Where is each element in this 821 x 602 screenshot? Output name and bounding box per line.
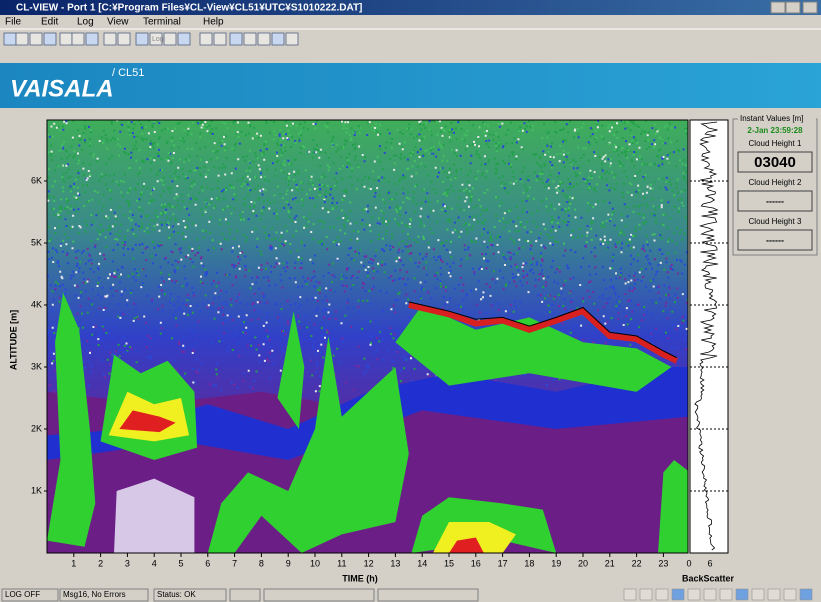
toolbar-button[interactable] xyxy=(44,33,56,45)
status-text: LOG OFF xyxy=(5,590,40,599)
tray-icon[interactable] xyxy=(656,589,668,600)
y-tick-label: 4K xyxy=(31,299,42,309)
status-text: Status: OK xyxy=(157,590,196,599)
x-tick-label: 2 xyxy=(98,558,103,568)
window-title: CL-VIEW - Port 1 [C:¥Program Files¥CL-Vi… xyxy=(16,3,362,14)
menu-item[interactable]: Log xyxy=(77,17,94,28)
menu-item[interactable]: View xyxy=(107,17,129,28)
x-tick-label: 19 xyxy=(551,558,561,568)
tray-icon[interactable] xyxy=(768,589,780,600)
brand: VAISALA xyxy=(10,75,114,102)
toolbar: Log xyxy=(4,33,298,45)
x-tick-label: 15 xyxy=(444,558,454,568)
status-bar: LOG OFF Msg16, No Errors Status: OK xyxy=(2,589,812,601)
x-tick-label: 11 xyxy=(337,558,346,568)
x-tick-label: 5 xyxy=(178,558,183,568)
x-tick-label: 23 xyxy=(658,558,668,568)
x-tick-label: 9 xyxy=(286,558,291,568)
timestamp: 2-Jan 23:59:28 xyxy=(747,126,803,135)
field-value: ------ xyxy=(766,235,784,245)
side-axis-label: BackScatter xyxy=(682,573,735,583)
y-tick-label: 6K xyxy=(31,175,42,185)
x-tick-label: 21 xyxy=(605,558,615,568)
toolbar-button[interactable] xyxy=(60,33,72,45)
toolbar-button[interactable] xyxy=(16,33,28,45)
x-tick-label: 7 xyxy=(232,558,237,568)
x-tick-label: 22 xyxy=(632,558,642,568)
y-axis-label: ALTITUDE [m] xyxy=(8,310,18,370)
x-tick-label: 6 xyxy=(205,558,210,568)
tray-icon[interactable] xyxy=(720,589,732,600)
field-value: ------ xyxy=(766,196,784,206)
toolbar-button[interactable] xyxy=(164,33,176,45)
model: / CL51 xyxy=(112,67,144,79)
status-segment xyxy=(264,589,374,601)
x-tick-label: 14 xyxy=(417,558,427,568)
tray-icon[interactable] xyxy=(672,589,684,600)
toolbar-button[interactable] xyxy=(200,33,212,45)
toolbar-button[interactable] xyxy=(272,33,284,45)
tray-icon[interactable] xyxy=(800,589,812,600)
x-axis-label: TIME (h) xyxy=(342,573,378,583)
maximize-button[interactable] xyxy=(786,2,800,13)
toolbar-button[interactable] xyxy=(104,33,116,45)
tray-icon[interactable] xyxy=(704,589,716,600)
x-tick-label: 10 xyxy=(310,558,320,568)
x-tick-label: 13 xyxy=(390,558,400,568)
y-tick-label: 2K xyxy=(31,423,42,433)
toolbar-button[interactable] xyxy=(118,33,130,45)
close-button[interactable] xyxy=(803,2,817,13)
tray-icon[interactable] xyxy=(624,589,636,600)
status-segment xyxy=(230,589,260,601)
app-window: CL-VIEW - Port 1 [C:¥Program Files¥CL-Vi… xyxy=(0,0,821,602)
toolbar-button[interactable] xyxy=(136,33,148,45)
toolbar-button[interactable] xyxy=(72,33,84,45)
x-tick-label: 4 xyxy=(152,558,157,568)
toolbar-button[interactable] xyxy=(258,33,270,45)
x-tick-label: 17 xyxy=(498,558,508,568)
toolbar-button[interactable] xyxy=(286,33,298,45)
toolbar-button[interactable] xyxy=(4,33,16,45)
field-label: Cloud Height 1 xyxy=(749,139,802,148)
x-tick-label: 16 xyxy=(471,558,481,568)
toolbar-button[interactable] xyxy=(86,33,98,45)
menu-item[interactable]: File xyxy=(5,17,22,28)
field-label: Cloud Height 2 xyxy=(749,178,802,187)
menu-item[interactable]: Help xyxy=(203,17,224,28)
x-tick-label: 3 xyxy=(125,558,130,568)
page: CL-VIEW - Port 1 [C:¥Program Files¥CL-Vi… xyxy=(0,0,821,602)
minimize-button[interactable] xyxy=(771,2,785,13)
tray-icon[interactable] xyxy=(688,589,700,600)
x-tick-label: 12 xyxy=(364,558,374,568)
x-tick-label: 20 xyxy=(578,558,588,568)
y-tick-label: 1K xyxy=(31,485,42,495)
field-value: 03040 xyxy=(754,154,796,171)
x-tick-label: 18 xyxy=(524,558,534,568)
group-title: Instant Values [m] xyxy=(740,114,803,123)
toolbar-button[interactable] xyxy=(30,33,42,45)
tray-icon[interactable] xyxy=(784,589,796,600)
tray-icon[interactable] xyxy=(640,589,652,600)
ceilometer-plot xyxy=(47,119,692,553)
y-tick-label: 3K xyxy=(31,361,42,371)
toolbar-button[interactable] xyxy=(230,33,242,45)
side-tick-label: 0 xyxy=(686,558,691,568)
toolbar-button[interactable] xyxy=(214,33,226,45)
tray-icon[interactable] xyxy=(736,589,748,600)
toolbar-button[interactable] xyxy=(244,33,256,45)
tray-icon[interactable] xyxy=(752,589,764,600)
menu-item[interactable]: Edit xyxy=(41,17,58,28)
x-tick-label: 8 xyxy=(259,558,264,568)
menu-item[interactable]: Terminal xyxy=(143,17,181,28)
x-tick-label: 1 xyxy=(71,558,76,568)
status-text: Msg16, No Errors xyxy=(63,590,126,599)
side-tick-label: 6 xyxy=(707,558,712,568)
toolbar-button[interactable] xyxy=(178,33,190,45)
y-tick-label: 5K xyxy=(31,237,42,247)
toolbar-log[interactable]: Log xyxy=(152,36,164,43)
status-segment xyxy=(378,589,478,601)
field-label: Cloud Height 3 xyxy=(749,217,802,226)
